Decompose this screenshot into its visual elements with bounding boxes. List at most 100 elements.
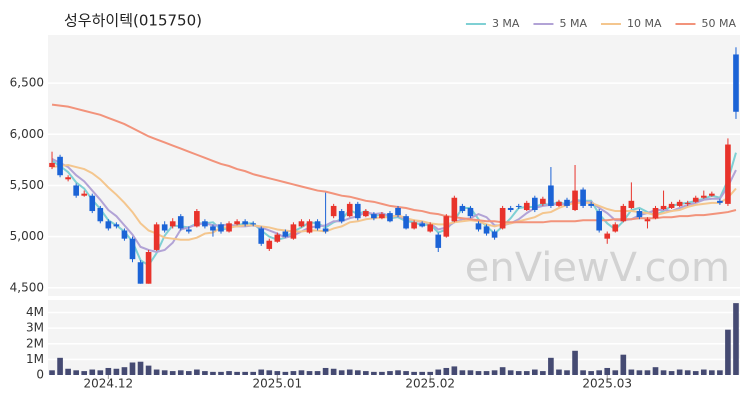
volume-bar (194, 369, 200, 375)
volume-bar (89, 369, 96, 375)
volume-bar (443, 367, 450, 375)
x-tick-label: 2024.12 (84, 377, 134, 391)
volume-bar (121, 367, 128, 375)
candle-body (121, 230, 128, 239)
y-tick-label: 5,000 (10, 229, 44, 243)
legend-label: 3 MA (492, 17, 520, 30)
candle-body (202, 221, 208, 227)
volume-bar (354, 370, 361, 375)
y-tick-label: 0 (36, 368, 44, 382)
candle-body (194, 211, 200, 227)
volume-bar (169, 371, 176, 375)
volume-bar (709, 370, 715, 375)
candle-body (89, 195, 96, 212)
legend-label: 50 MA (701, 17, 736, 30)
y-tick-label: 1M (26, 352, 44, 366)
candle-body (612, 224, 619, 232)
volume-bar (564, 370, 570, 375)
volume-bar (411, 371, 417, 375)
candle-body (692, 197, 699, 202)
volume-bar (580, 370, 586, 375)
volume-bar (153, 369, 160, 375)
volume-bar (338, 370, 345, 375)
volume-bar (620, 354, 627, 375)
volume-bar (483, 371, 490, 375)
volume-bar (676, 369, 683, 375)
volume-bar (363, 371, 369, 375)
volume-bar (475, 371, 482, 375)
candle-body (258, 228, 265, 244)
candle-body (499, 207, 506, 229)
candle-body (548, 185, 554, 206)
volume-bar (73, 370, 79, 375)
candle-body (105, 221, 112, 229)
volume-bar (467, 370, 474, 375)
candle-body (298, 221, 305, 227)
volume-bar (700, 369, 707, 375)
candle-body (660, 205, 667, 209)
legend: 50 MA 10 MA 5 MA 3 MA (465, 17, 736, 30)
candle-body (113, 224, 120, 227)
volume-bar (540, 371, 546, 375)
candle-body (636, 211, 643, 218)
volume-bar (298, 370, 305, 375)
volume-bar (274, 371, 281, 375)
candle-body (322, 228, 329, 232)
volume-bar (628, 369, 635, 375)
candle-body (483, 226, 490, 234)
candle-body (346, 203, 353, 217)
candle-body (210, 226, 216, 231)
volume-bar (387, 371, 393, 375)
volume-bar (572, 350, 578, 375)
candle-body (733, 54, 739, 112)
price-panel (48, 35, 740, 296)
candle-body (137, 262, 144, 284)
candle-body (177, 216, 184, 229)
volume-bar (322, 367, 329, 375)
candle-body (145, 251, 152, 284)
volume-bar (588, 371, 594, 375)
candle-body (676, 201, 683, 206)
candle-body (169, 221, 176, 227)
candle-body (354, 203, 361, 219)
volume-bar (234, 371, 240, 375)
volume-bar (105, 367, 112, 375)
volume-bar (242, 371, 248, 375)
candle-body (451, 197, 458, 222)
volume-bar (507, 370, 514, 375)
candle-body (564, 199, 570, 206)
candle-body (129, 238, 136, 260)
candle-body (700, 195, 707, 198)
candle-body (628, 200, 635, 208)
candle-body (57, 156, 63, 176)
candle-body (234, 221, 240, 225)
volume-bar (218, 371, 224, 375)
candle-body (371, 214, 377, 219)
volume-bar (210, 371, 216, 375)
candle-body (443, 216, 450, 237)
volume-bar (459, 370, 466, 375)
volume-bar (717, 370, 723, 375)
volume-bar (226, 371, 232, 375)
volume-bar (129, 362, 136, 375)
candle-body (266, 240, 273, 249)
volume-bar (725, 329, 731, 375)
y-tick-label: 4,500 (10, 280, 44, 294)
candle-body (419, 223, 425, 227)
x-tick-label: 2025.01 (253, 377, 303, 391)
volume-panel (48, 300, 740, 375)
candle-body (604, 233, 611, 239)
volume-bar (604, 367, 611, 375)
candle-body (274, 234, 281, 242)
candle-body (218, 224, 224, 232)
candle-body (81, 193, 88, 196)
volume-bar (161, 370, 168, 375)
volume-bar (266, 370, 273, 375)
candle-body (411, 222, 417, 229)
candle-body (475, 223, 482, 230)
candle-body (242, 221, 248, 225)
candle-body (572, 190, 578, 211)
candle-body (709, 193, 715, 196)
candle-body (153, 224, 160, 250)
